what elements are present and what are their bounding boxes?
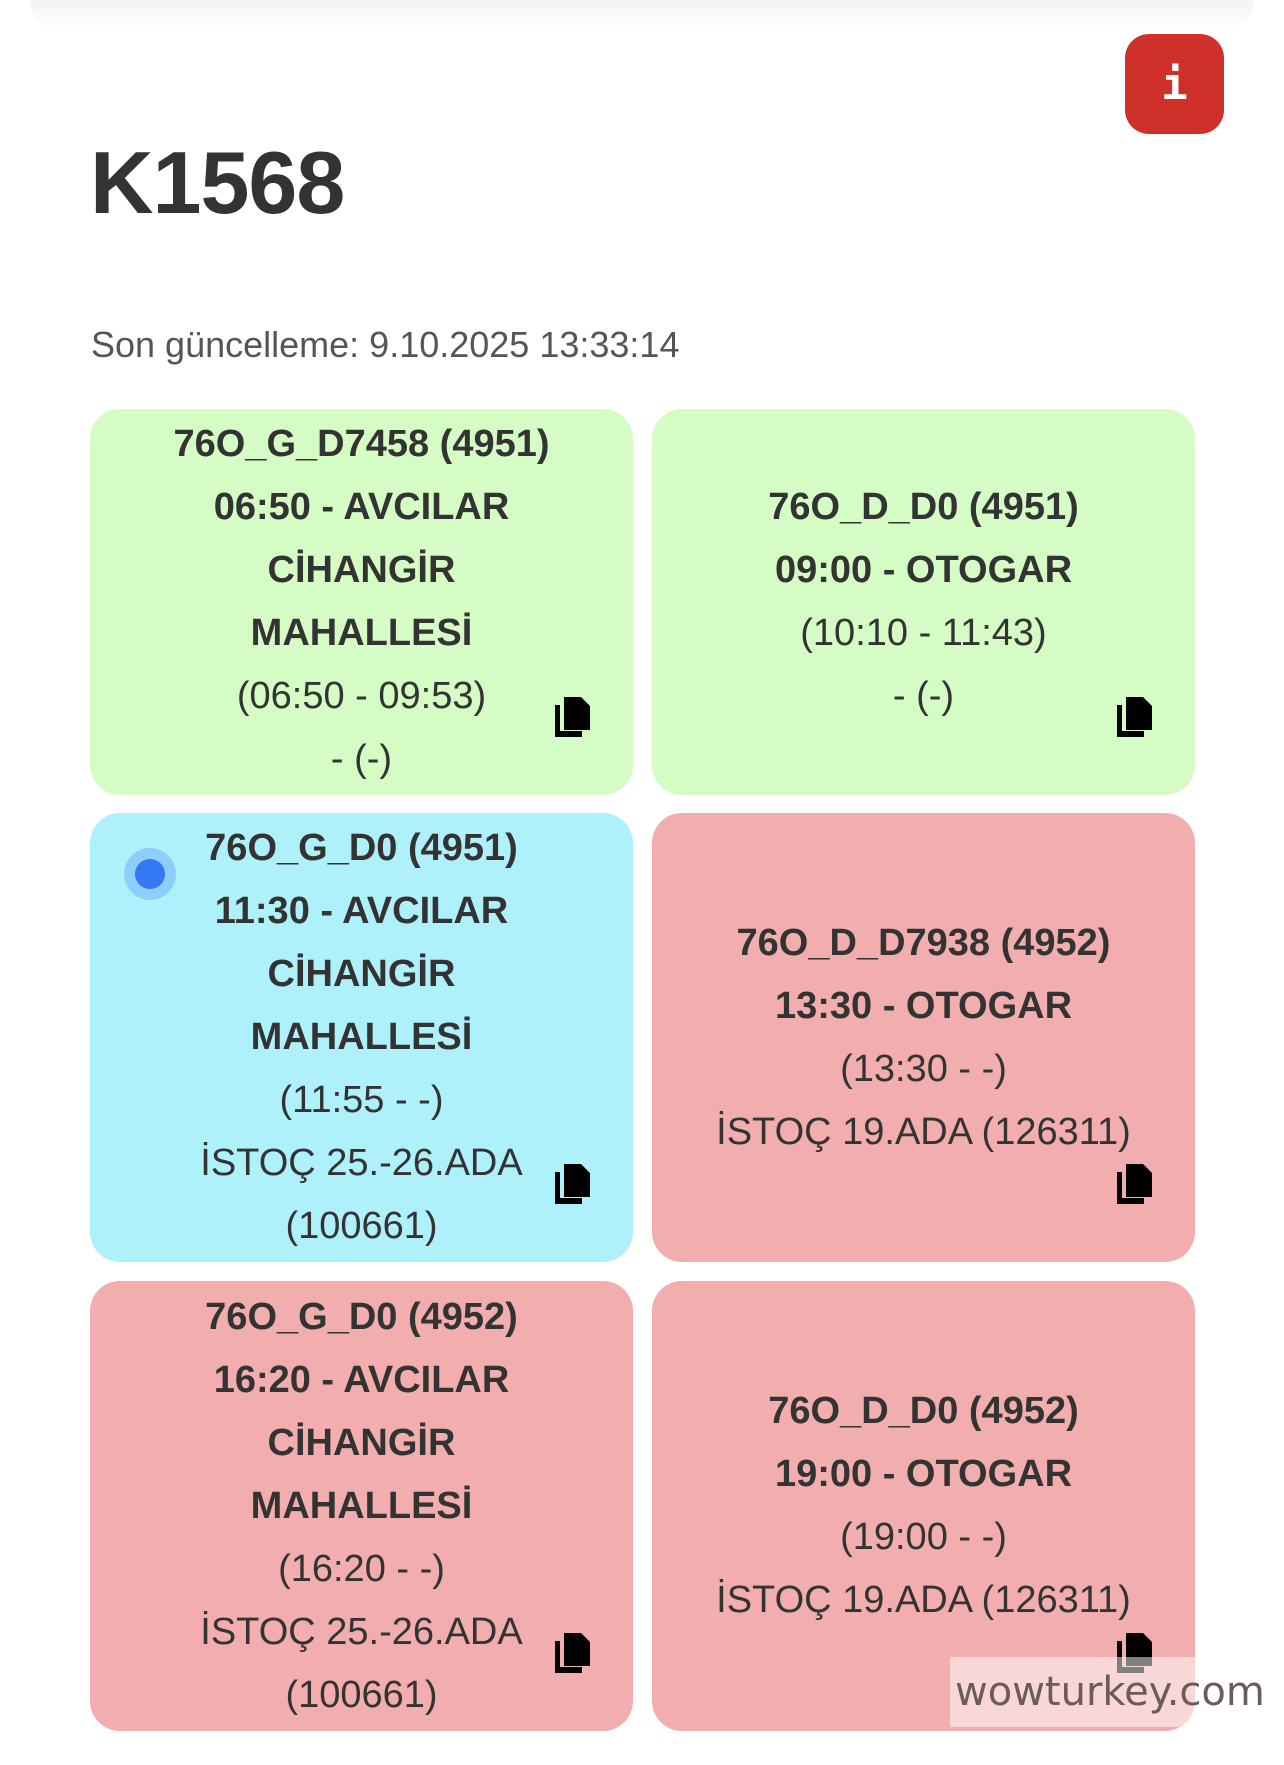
trip-code: 76O_G_D0 (4951) [205, 827, 518, 869]
trip-code: 76O_D_D0 (4951) [768, 486, 1079, 528]
trip-code: 76O_G_D0 (4952) [205, 1295, 518, 1338]
trip-times: (11:55 - -) [279, 1079, 444, 1121]
trip-code: 76O_G_D7458 (4951) [173, 423, 550, 465]
trip-code: 76O_D_D0 (4952) [768, 1390, 1079, 1432]
trip-stop: İSTOÇ 19.ADA (126311) [716, 1110, 1131, 1153]
watermark: wowturkey.com [950, 1657, 1284, 1727]
trip-times: (19:00 - -) [840, 1516, 1007, 1558]
trip-card-active[interactable]: 76O_G_D0 (4951) 11:30 - AVCILAR CİHANGİR… [90, 813, 633, 1262]
trip-card[interactable]: 76O_D_D0 (4952) 19:00 - OTOGAR (19:00 - … [652, 1281, 1195, 1731]
trip-stop: İSTOÇ 25.-26.ADA (100661) [200, 1142, 523, 1247]
page-title: K1568 [90, 133, 345, 232]
trip-stop: - (-) [892, 675, 955, 717]
trip-card[interactable]: 76O_G_D7458 (4951) 06:50 - AVCILAR CİHAN… [90, 409, 633, 795]
last-update-text: Son güncelleme: 9.10.2025 13:33:14 [91, 324, 680, 365]
trip-departure: 06:50 - AVCILAR CİHANGİR MAHALLESİ [213, 486, 510, 654]
trip-times: (16:20 - -) [278, 1547, 445, 1590]
trip-departure: 19:00 - OTOGAR [774, 1453, 1073, 1495]
info-button[interactable]: i [1125, 34, 1224, 134]
trip-card[interactable]: 76O_D_D7938 (4952) 13:30 - OTOGAR (13:30… [652, 813, 1195, 1262]
trip-stop: İSTOÇ 25.-26.ADA (100661) [200, 1610, 523, 1716]
copy-icon[interactable] [553, 1631, 593, 1675]
trip-departure: 16:20 - AVCILAR CİHANGİR MAHALLESİ [213, 1358, 510, 1527]
trip-code: 76O_D_D7938 (4952) [736, 921, 1111, 964]
trip-departure: 09:00 - OTOGAR [774, 549, 1073, 591]
top-bar [30, 0, 1254, 30]
copy-icon[interactable] [553, 695, 593, 739]
trip-times: (13:30 - -) [840, 1047, 1007, 1090]
trip-departure: 11:30 - AVCILAR CİHANGİR MAHALLESİ [214, 890, 509, 1058]
trip-times: (06:50 - 09:53) [236, 675, 487, 717]
trip-times: (10:10 - 11:43) [800, 612, 1047, 654]
copy-icon[interactable] [1115, 1162, 1155, 1206]
trip-departure: 13:30 - OTOGAR [774, 984, 1073, 1027]
trip-stop: - (-) [330, 738, 393, 780]
trip-card[interactable]: 76O_D_D0 (4951) 09:00 - OTOGAR (10:10 - … [652, 409, 1195, 795]
trip-stop: İSTOÇ 19.ADA (126311) [716, 1579, 1131, 1621]
copy-icon[interactable] [553, 1162, 593, 1206]
copy-icon[interactable] [1115, 695, 1155, 739]
trip-card[interactable]: 76O_G_D0 (4952) 16:20 - AVCILAR CİHANGİR… [90, 1281, 633, 1731]
current-trip-indicator [124, 848, 176, 900]
